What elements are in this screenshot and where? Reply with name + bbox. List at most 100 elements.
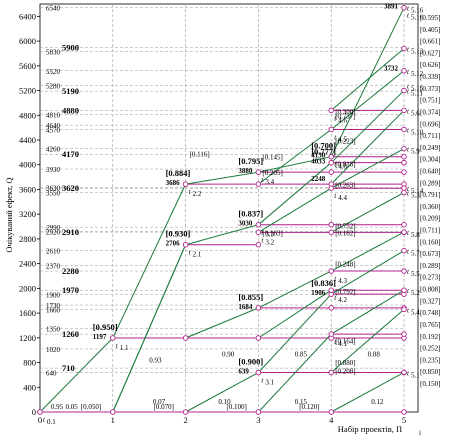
left-value-label: 1260 [62,329,79,339]
tree-node [328,221,334,228]
success-edge [258,270,332,309]
x-tick-label: 4 [329,415,334,425]
left-value-label: 1900 [46,292,61,300]
right-node-t-label: t [407,68,410,76]
right-node-t-label: t [407,248,410,256]
right-prob-label: [0.304] [420,156,440,164]
node-prob-label: [0.930] [166,229,191,239]
right-node-t-label: t [407,190,410,198]
right-prob-label: [0.711] [420,227,440,235]
side-prob-label: [0.880] [335,359,355,367]
side-prob-label: [0.164] [335,337,355,345]
side-prob-label: [0.792] [335,288,355,296]
left-value-label: 6540 [46,5,61,13]
node-t-label: t [407,12,410,20]
right-prob-label: [0.160] [420,238,440,246]
mid-node-t-sub: 4.4 [338,194,347,202]
right-node-t-sub: 5.11 [411,90,423,98]
success-edge [258,289,332,339]
left-value-label: 4880 [62,105,79,115]
left-value-label: 2920 [46,228,61,236]
side-prob-label: [0.248] [335,261,355,269]
node-value-label: 4033 [311,158,326,166]
tree-node [328,409,334,415]
side-prob-label: [0.300] [335,108,355,116]
node-value-label: 4130 [311,152,326,160]
y-tick-label: 5200 [19,86,36,96]
right-node-t-label: t [407,369,410,377]
node-value-label: 2248 [311,175,326,183]
tree-node [401,169,407,175]
node-t-sub: 3.3 [265,231,274,239]
right-node-t-sub: 5.6 [411,109,420,117]
y-tick-label: 4400 [19,135,36,145]
right-node-t-label: t [407,185,410,193]
success-edge [330,90,405,164]
left-value-label: 3630 [46,185,61,193]
tree-node [255,181,262,187]
tree-node [328,153,334,160]
tree-node [401,4,407,11]
edge-prob-label: 0.93 [149,357,162,365]
side-prob-label: [0.182] [335,230,355,238]
right-node-t-label: t [407,107,410,115]
y-tick-label: 3200 [19,209,36,219]
mid-node-t-label: t [334,192,337,200]
mid-node-t-sub: 4.5 [338,135,347,143]
y-tick-label: 3600 [19,184,36,194]
tree-node [401,268,407,274]
node-value-label: 3030 [238,220,253,228]
right-prob-label: [0.209] [420,215,440,223]
right-prob-label: [0.850] [420,368,440,376]
right-node-t-sub: 5.14 [411,187,424,195]
tree-node [255,229,262,236]
left-value-label: 3930 [45,166,61,174]
right-prob-label: [0.252] [420,345,440,353]
right-node-t-sub: 5.10 [411,128,424,136]
success-edge [39,337,114,413]
node-value-label: 3686 [166,179,181,187]
mid-node-t-sub: 4.6 [338,116,347,124]
right-prob-label: [0.627] [420,49,440,57]
right-node-t-sub: 5.5 [411,270,420,278]
right-node-t-label: t [407,83,410,91]
left-value-label: 2370 [46,262,61,270]
success-edge [330,7,405,157]
tree-node [255,335,262,341]
left-value-label: 2280 [62,266,79,276]
right-prob-label: [0.808] [420,286,440,294]
side-prob-label: [0.737] [335,112,355,120]
y-tick-label: 5600 [19,61,36,71]
node-prob-label: [0.950] [93,322,118,332]
x-tick-label: 2 [183,415,187,425]
right-node-t-sub: 5.9 [411,148,420,156]
y-tick-label: 2000 [19,283,36,293]
right-prob-label: [0.373] [420,85,440,93]
tree-node [401,229,407,235]
node-t-sub: 3.4 [265,178,274,186]
mid-node-t-sub: 4.1 [338,340,347,348]
y-tick-label: 400 [23,382,36,392]
tree-node [255,169,262,175]
node-t-label: t [334,161,337,169]
y-tick-label: 4800 [19,110,36,120]
success-edge [112,183,187,339]
right-prob-label: [0.249] [420,144,440,152]
right-node-t-sub: 5.3 [411,192,420,200]
node-t-sub: 5.16 [411,14,424,22]
y-tick-label: 1600 [19,308,36,318]
right-prob-label: [0.289] [420,262,440,270]
node-value-label: 1684 [238,303,253,311]
right-node-t-label: t [407,268,410,276]
tree-node [328,287,334,293]
tree-node [328,185,334,191]
bottom-prob-label: [0.100] [226,403,246,411]
right-prob-label: [0.791] [420,191,440,199]
edge-prob-label: 0.15 [295,398,308,406]
right-prob-label: [0.273] [420,274,440,282]
tree-node [255,409,262,415]
side-prob-label: [0.205] [262,169,282,177]
success-edge [185,307,259,339]
right-prob-label: [0.711] [420,132,440,140]
